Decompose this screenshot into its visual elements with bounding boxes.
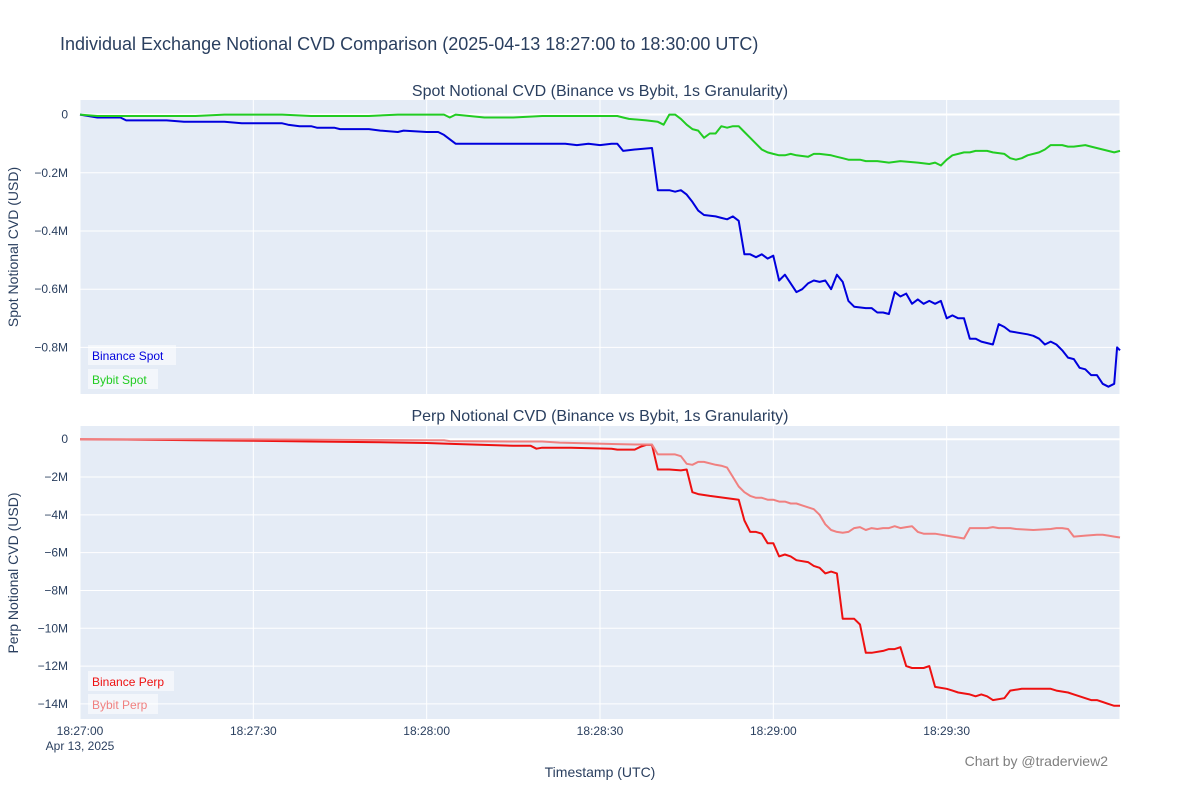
perp-y-tick-label: −14M: [38, 697, 68, 711]
perp-y-tick-labels: 0 −2M −4M −6M −8M −10M −12M −14M: [38, 432, 69, 711]
perp-panel: Perp Notional CVD (Binance vs Bybit, 1s …: [5, 408, 1121, 719]
spot-y-tick-label: −0.8M: [34, 340, 68, 354]
x-axis-title: Timestamp (UTC): [545, 764, 656, 780]
binance-perp-line: [79, 438, 1120, 707]
bybit-perp-line: [80, 438, 1121, 540]
x-tick-label: 18:27:00: [57, 724, 104, 738]
perp-y-tick-label: −10M: [38, 621, 68, 635]
perp-legend[interactable]: Binance Perp Bybit Perp: [88, 671, 174, 714]
spot-legend[interactable]: Binance Spot Bybit Spot: [88, 345, 176, 389]
spot-series-lines: [79, 113, 1121, 388]
spot-y-axis-title: Spot Notional CVD (USD): [5, 167, 21, 327]
figure-title: Individual Exchange Notional CVD Compari…: [60, 34, 758, 54]
perp-panel-title: Perp Notional CVD (Binance vs Bybit, 1s …: [411, 408, 788, 425]
x-tick-label: 18:28:30: [577, 724, 624, 738]
legend-bybit-perp[interactable]: Bybit Perp: [92, 698, 148, 712]
chart-credit: Chart by @traderview2: [965, 753, 1109, 769]
legend-item-bg: [88, 345, 176, 365]
legend-item-bg: [88, 671, 174, 691]
spot-panel-title: Spot Notional CVD (Binance vs Bybit, 1s …: [412, 83, 788, 100]
perp-series-lines: [79, 438, 1121, 707]
x-tick-label: 18:29:30: [923, 724, 970, 738]
legend-item-bg: [88, 694, 158, 714]
perp-y-tick-label: −8M: [44, 583, 68, 597]
perp-y-tick-label: −4M: [44, 508, 68, 522]
legend-bybit-spot[interactable]: Bybit Spot: [92, 373, 147, 387]
spot-y-tick-label: 0: [61, 108, 68, 122]
legend-binance-spot[interactable]: Binance Spot: [92, 349, 164, 363]
perp-y-tick-label: −12M: [38, 659, 68, 673]
spot-y-tick-labels: 0 −0.2M −0.4M −0.6M −0.8M: [34, 108, 68, 355]
x-tick-date-label: Apr 13, 2025: [46, 739, 115, 753]
binance-spot-line: [79, 113, 1121, 388]
legend-item-bg: [88, 369, 158, 389]
perp-y-axis-title: Perp Notional CVD (USD): [5, 492, 21, 653]
x-tick-labels: 18:27:00 18:27:30 18:28:00 18:28:30 18:29:00…: [57, 724, 971, 738]
perp-y-tick-label: 0: [61, 432, 68, 446]
perp-y-tick-label: −6M: [44, 546, 68, 560]
x-tick-label: 18:29:00: [750, 724, 797, 738]
perp-gridlines: [79, 426, 1121, 719]
x-tick-label: 18:27:30: [230, 724, 277, 738]
x-tick-label: 18:28:00: [403, 724, 450, 738]
spot-y-tick-label: −0.6M: [34, 282, 68, 296]
spot-panel: Spot Notional CVD (Binance vs Bybit, 1s …: [5, 83, 1121, 394]
spot-y-tick-label: −0.2M: [34, 166, 68, 180]
legend-binance-perp[interactable]: Binance Perp: [92, 675, 164, 689]
spot-y-tick-label: −0.4M: [34, 224, 68, 238]
perp-y-tick-label: −2M: [44, 470, 68, 484]
bybit-spot-line: [79, 113, 1121, 167]
